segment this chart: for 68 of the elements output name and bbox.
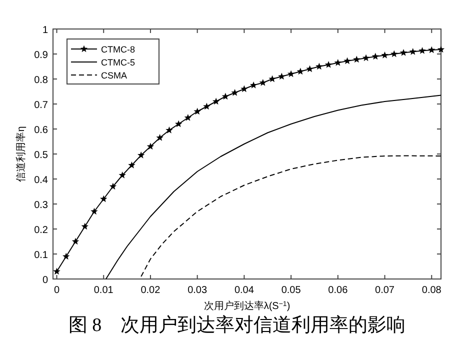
point bbox=[316, 62, 323, 70]
point bbox=[146, 142, 154, 150]
y-tick-label: 0.4 bbox=[34, 175, 48, 186]
y-tick-label: 0.1 bbox=[34, 250, 48, 261]
point bbox=[437, 46, 445, 53]
point bbox=[118, 171, 126, 178]
x-tick-label: 0.01 bbox=[94, 285, 114, 296]
point bbox=[109, 182, 117, 190]
x-tick-label: 0.07 bbox=[375, 285, 395, 296]
point bbox=[222, 92, 230, 100]
point bbox=[362, 54, 370, 62]
y-tick-label: 0.7 bbox=[34, 100, 48, 111]
point bbox=[100, 195, 108, 202]
x-tick-label: 0.04 bbox=[234, 285, 254, 296]
point bbox=[194, 108, 201, 115]
point bbox=[381, 51, 388, 58]
point bbox=[128, 161, 136, 168]
y-tick-label: 0.8 bbox=[34, 75, 48, 86]
point bbox=[418, 46, 426, 54]
point bbox=[212, 98, 220, 105]
y-tick-label: 0.6 bbox=[34, 125, 48, 136]
legend-label: CTMC-8 bbox=[101, 44, 135, 54]
point bbox=[268, 75, 276, 82]
legend-label: CSMA bbox=[101, 70, 128, 80]
point bbox=[53, 268, 60, 275]
point bbox=[409, 48, 416, 55]
x-tick-label: 0.05 bbox=[281, 285, 302, 296]
point bbox=[184, 114, 192, 121]
x-axis-title: 次用户到达率λ(S$^{−1}$) bbox=[204, 300, 290, 312]
point bbox=[137, 151, 145, 158]
y-tick-label: 0.3 bbox=[34, 200, 48, 211]
y-tick-label: 0.2 bbox=[34, 225, 48, 236]
point bbox=[62, 252, 70, 260]
y-tick-label: 0.9 bbox=[34, 50, 48, 61]
caption: 图 8 次用户到达率对信道利用率的影响 bbox=[68, 314, 406, 336]
x-tick-label: 0.03 bbox=[188, 285, 208, 296]
y-tick-label: 0.5 bbox=[34, 150, 48, 161]
legend-label: CTMC-5 bbox=[101, 58, 135, 68]
x-tick-label: 0.08 bbox=[422, 285, 442, 296]
point bbox=[240, 85, 248, 92]
point bbox=[400, 48, 408, 56]
point bbox=[296, 68, 304, 75]
point bbox=[203, 102, 210, 110]
point bbox=[90, 208, 98, 215]
point bbox=[428, 46, 436, 54]
point bbox=[390, 50, 398, 58]
point bbox=[174, 120, 182, 128]
point bbox=[372, 52, 380, 60]
point bbox=[324, 60, 332, 68]
point bbox=[334, 58, 342, 66]
point bbox=[353, 56, 360, 63]
y-axis-title: 信道利用率η bbox=[15, 126, 27, 182]
point bbox=[231, 88, 238, 96]
point bbox=[72, 238, 80, 245]
y-tick-label: 1 bbox=[42, 25, 48, 36]
point bbox=[156, 134, 164, 141]
x-tick-label: 0 bbox=[54, 285, 60, 296]
x-tick-label: 0.06 bbox=[328, 285, 348, 296]
x-tick-label: 0.02 bbox=[140, 285, 161, 296]
point bbox=[250, 81, 258, 88]
point bbox=[166, 126, 173, 134]
point bbox=[278, 72, 286, 80]
point bbox=[306, 65, 314, 72]
point bbox=[344, 57, 351, 64]
point bbox=[287, 70, 295, 78]
point bbox=[81, 222, 88, 230]
y-tick-label: 0 bbox=[42, 275, 48, 286]
point bbox=[259, 78, 267, 86]
